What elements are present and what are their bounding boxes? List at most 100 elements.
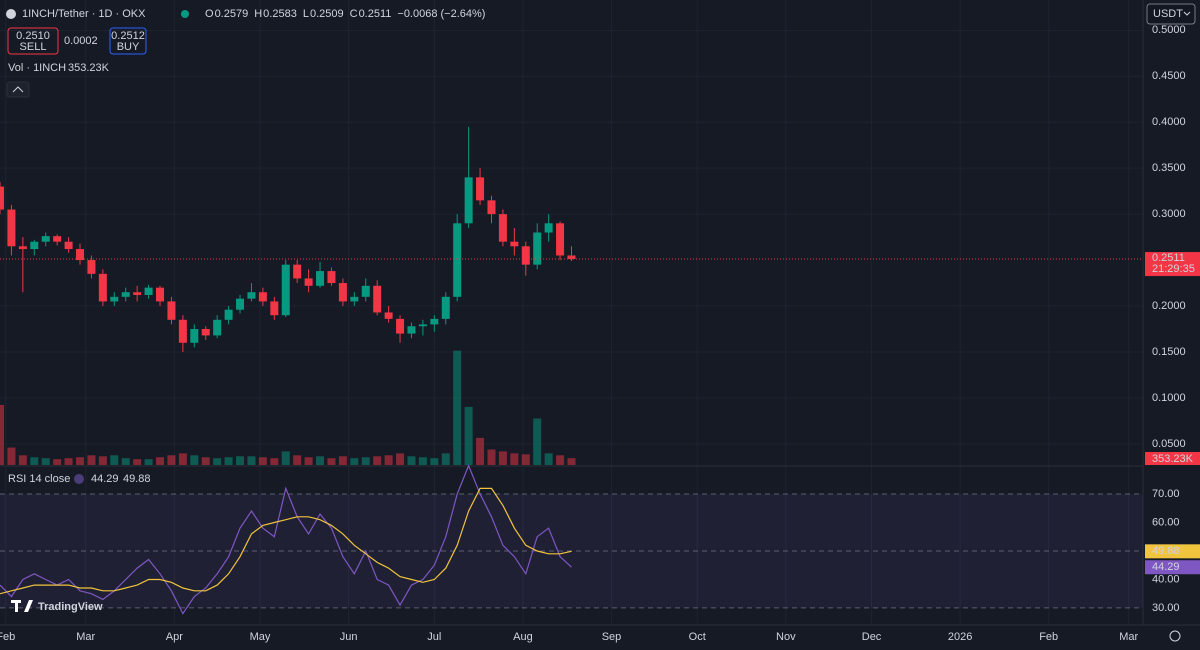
volume-bar: [167, 455, 176, 465]
rsi-title: RSI 14 close: [8, 473, 70, 485]
buy-label[interactable]: BUY: [117, 41, 140, 53]
candle-body: [521, 246, 530, 265]
volume-bar: [133, 459, 142, 465]
ohlc-key: O: [205, 8, 214, 20]
ohlc-key: L: [303, 8, 309, 20]
volume-bar: [567, 458, 576, 465]
sell-button[interactable]: [7, 27, 59, 55]
candle-body: [178, 319, 187, 343]
buy-price[interactable]: 0.2512: [111, 30, 145, 42]
x-tick-label: Mar: [1119, 631, 1138, 643]
ohlc-value: 0.2579: [215, 8, 249, 20]
volume-bar: [316, 456, 325, 465]
ohlc-value: 0.2511: [359, 8, 392, 20]
candle-body: [327, 271, 336, 284]
x-tick-label: Mar: [76, 631, 95, 643]
rsi-tick-label: 40.00: [1152, 573, 1180, 585]
volume-title: Vol · 1INCH: [8, 62, 66, 74]
candle-body: [144, 287, 153, 295]
candle-body: [156, 287, 165, 302]
currency[interactable]: USDT: [1153, 8, 1183, 20]
volume-bar: [98, 456, 107, 465]
volume-bar: [64, 458, 73, 465]
volume-bar: [327, 458, 336, 465]
candle-body: [258, 292, 267, 302]
x-tick-label: Jun: [340, 631, 358, 643]
candle-body: [167, 301, 176, 320]
candle-body: [0, 186, 5, 210]
volume-bar: [7, 447, 16, 465]
candle-body: [224, 309, 233, 320]
price-change: −0.0068 (−2.64%): [397, 8, 485, 20]
volume-bar: [556, 455, 565, 465]
y-tick-label: 0.2000: [1152, 300, 1186, 312]
volume-bar: [178, 453, 187, 465]
candle-body: [316, 271, 325, 286]
collapse-button[interactable]: [6, 81, 30, 98]
candle-body: [53, 236, 62, 242]
buy-button[interactable]: [109, 27, 147, 55]
rsi-icon[interactable]: [74, 474, 84, 484]
candle-body: [338, 283, 347, 302]
volume-bar: [41, 458, 50, 465]
last-price-label: 0.2511: [1152, 252, 1185, 264]
candle-body: [430, 318, 439, 325]
volume-bar: [464, 406, 473, 465]
candle-body: [544, 223, 553, 233]
x-tick-label: Feb: [0, 631, 15, 643]
symbol-title[interactable]: 1INCH/Tether · 1D · OKX: [22, 8, 146, 20]
y-tick-label: 0.4000: [1152, 116, 1186, 128]
volume-bar: [521, 454, 530, 465]
volume-bar: [190, 455, 199, 465]
sell-label[interactable]: SELL: [20, 41, 47, 53]
last-price-badge: [1145, 252, 1200, 277]
y-tick-label: 0.5000: [1152, 24, 1186, 36]
volume-bar: [407, 456, 416, 465]
candle-body: [407, 326, 416, 334]
candle-body: [133, 292, 142, 295]
candle-body: [556, 223, 565, 256]
volume-bar: [533, 418, 542, 465]
volume-bar: [430, 458, 439, 465]
brand-logo: TradingView: [11, 600, 103, 613]
collapse-icon: [12, 86, 24, 93]
volume-bar: [0, 404, 5, 465]
candle-body: [18, 246, 27, 250]
volume-bar: [350, 458, 359, 465]
volume-bar: [201, 457, 210, 465]
volume-bar: [361, 457, 370, 465]
candle-body: [396, 318, 405, 334]
ohlc-key: C: [350, 8, 358, 20]
settings-button[interactable]: [1169, 630, 1181, 642]
logo-stem: [15, 600, 18, 612]
volume-bar: [498, 451, 507, 465]
candle-body: [441, 296, 450, 319]
candle-body: [247, 292, 256, 299]
market-status[interactable]: [181, 10, 189, 18]
candle-body: [30, 241, 39, 250]
volume-badge-label: 353.23K: [1152, 453, 1194, 465]
rsi-tick-label: 70.00: [1152, 488, 1180, 500]
candle-body: [270, 301, 279, 316]
rsi-line: [0, 487, 572, 595]
volume-bar: [544, 453, 553, 465]
x-tick-label: Apr: [166, 631, 183, 643]
rsi-line: [0, 463, 572, 615]
spread: 0.0002: [64, 35, 98, 47]
volume-bar: [281, 451, 290, 465]
candle-body: [533, 232, 542, 265]
candle-body: [361, 285, 370, 297]
currency-button[interactable]: [1146, 3, 1196, 25]
rsi-legend-value: 44.29: [91, 473, 119, 485]
symbol-icon[interactable]: [6, 9, 16, 19]
volume-bar: [258, 457, 267, 465]
volume-bar: [453, 350, 462, 465]
rsi-badge: [1145, 560, 1200, 575]
candle-body: [350, 296, 359, 302]
sell-price[interactable]: 0.2510: [16, 30, 50, 42]
candle-body: [41, 236, 50, 242]
x-tick-label: Sep: [602, 631, 622, 643]
volume-bar: [247, 456, 256, 465]
